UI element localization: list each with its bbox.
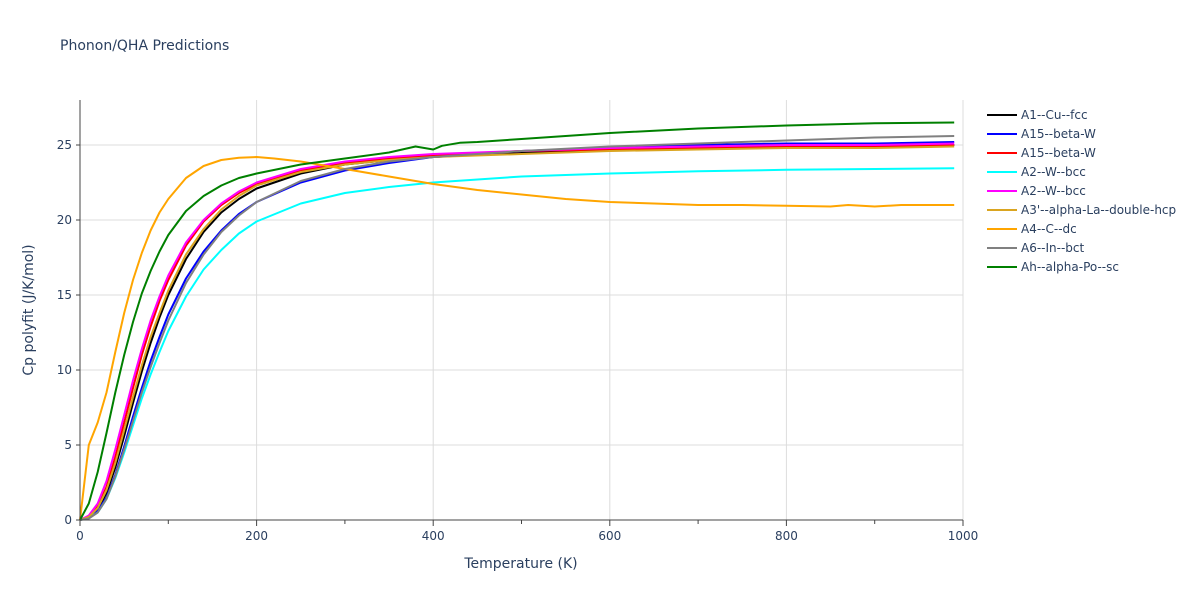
y-tick-label: 20 [57, 213, 72, 227]
y-tick-label: 5 [64, 438, 72, 452]
legend-label: A6--In--bct [1021, 241, 1085, 255]
x-tick-label: 1000 [948, 529, 979, 543]
series-line-7 [79, 156, 955, 521]
chart-title: Phonon/QHA Predictions [60, 38, 229, 54]
series-line-6 [79, 145, 955, 521]
y-tick-label: 25 [57, 138, 72, 152]
legend-label: A15--beta-W [1021, 146, 1096, 160]
legend-label: A2--W--bcc [1021, 165, 1086, 179]
x-tick-label: 600 [598, 529, 621, 543]
x-tick-label: 400 [422, 529, 445, 543]
legend-label: A4--C--dc [1021, 222, 1077, 236]
series-lines [79, 121, 955, 521]
legend-item[interactable]: A1--Cu--fcc [987, 108, 1088, 122]
legend-item[interactable]: A3'--alpha-La--double-hcp [987, 203, 1176, 217]
legend-item[interactable]: A15--beta-W [987, 146, 1096, 160]
y-tick-label: 15 [57, 288, 72, 302]
x-tick-label: 200 [245, 529, 268, 543]
legend-item[interactable]: A2--W--bcc [987, 184, 1086, 198]
legend-label: A1--Cu--fcc [1021, 108, 1088, 122]
series-line-3 [79, 144, 955, 521]
series-line-9 [79, 121, 955, 521]
series-line-8 [79, 135, 955, 521]
y-tick-label: 10 [57, 363, 72, 377]
axes: 0 200 400 600 800 1000 0 5 10 15 20 25 [57, 100, 979, 543]
y-axis-label: Cp polyfit (J/K/mol) [21, 244, 37, 375]
series-line-5 [79, 142, 955, 521]
y-tick-label: 0 [64, 513, 72, 527]
legend-item[interactable]: Ah--alpha-Po--sc [987, 260, 1119, 274]
x-tick-label: 0 [76, 529, 84, 543]
series-line-1 [79, 144, 955, 521]
legend-item[interactable]: A6--In--bct [987, 241, 1085, 255]
legend-item[interactable]: A15--beta-W [987, 127, 1096, 141]
legend[interactable]: A1--Cu--fcc A15--beta-W A15--beta-W A2--W--… [987, 108, 1176, 274]
legend-item[interactable]: A4--C--dc [987, 222, 1077, 236]
x-axis-label: Temperature (K) [463, 556, 577, 572]
series-line-2 [79, 141, 955, 521]
legend-label: Ah--alpha-Po--sc [1021, 260, 1119, 274]
x-tick-label: 800 [775, 529, 798, 543]
legend-label: A15--beta-W [1021, 127, 1096, 141]
legend-label: A3'--alpha-La--double-hcp [1021, 203, 1176, 217]
legend-label: A2--W--bcc [1021, 184, 1086, 198]
legend-item[interactable]: A2--W--bcc [987, 165, 1086, 179]
